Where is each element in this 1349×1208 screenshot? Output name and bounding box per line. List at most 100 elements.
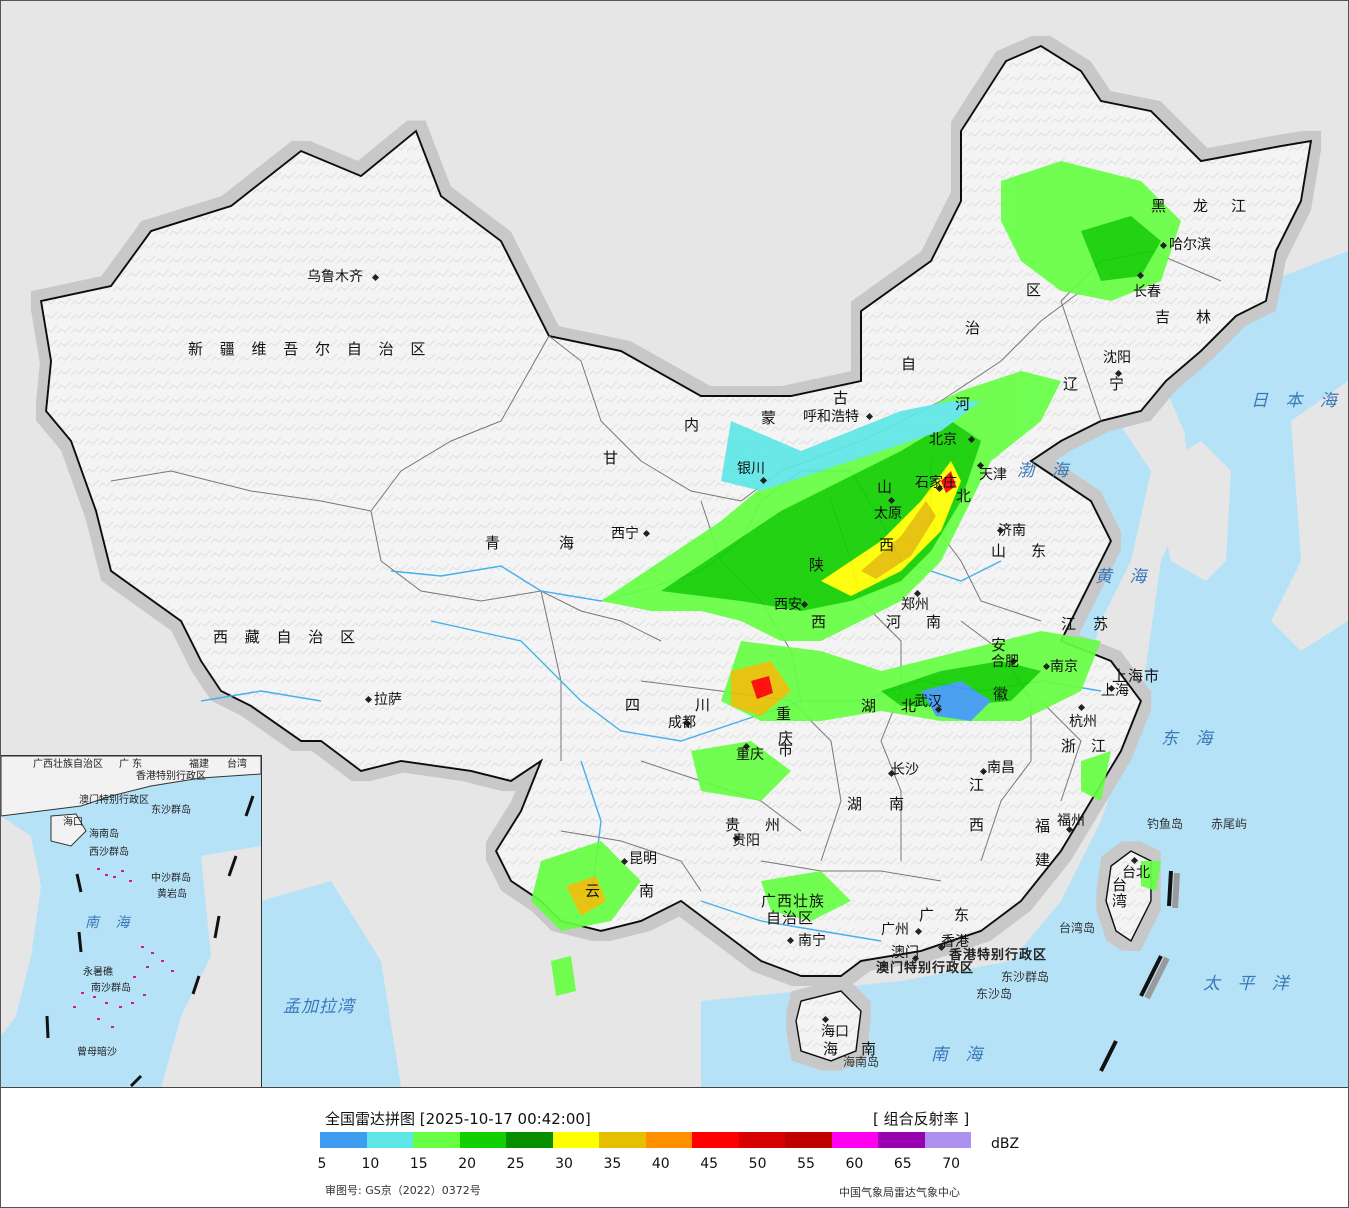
city-label-yinchuan: 银川: [737, 461, 765, 477]
color-scale-tick-label: 50: [748, 1156, 767, 1172]
province-label-qu: 区: [1026, 281, 1048, 299]
province-label-he-hebei: 河: [955, 395, 977, 413]
province-label-yun: 云: [585, 882, 607, 900]
color-scale-tick-label: 70: [942, 1156, 961, 1172]
color-swatch: [459, 1132, 506, 1148]
province-label-hai: 海: [559, 534, 581, 552]
province-label-lin: 林: [1196, 308, 1218, 326]
legend-product: [ 组合反射率 ]: [873, 1110, 970, 1128]
province-label-nei: 内: [684, 416, 706, 434]
color-scale-tick-label: 5: [317, 1156, 327, 1172]
radar-map: 新 疆 维 吾 尔 自 治 区 西 藏 自 治 区 青 海 甘 内 蒙 古 自 …: [1, 1, 1348, 1088]
city-label-wuhan: 武汉: [914, 694, 942, 710]
city-label-hohhot: 呼和浩特: [803, 409, 859, 425]
province-boundaries: [110, 250, 1222, 892]
province-label-si: 四: [625, 696, 647, 714]
city-label-changsha: 长沙: [891, 762, 919, 778]
province-label-jian: 建: [1035, 851, 1057, 869]
province-label-xi-sx: 西: [879, 536, 901, 554]
city-label-nanning: 南宁: [798, 933, 826, 949]
island-label-dongsha-qundao: 东沙群岛: [1001, 970, 1050, 984]
sea-label-bengal: 孟加拉湾: [283, 997, 355, 1017]
inset-label-haikou: 海口: [63, 817, 83, 828]
echo-taiwan: [1141, 861, 1161, 891]
legend-panel: 全国雷达拼图 [2025-10-17 00:42:00] [ 组合反射率 ] d…: [1, 1088, 1348, 1207]
city-label-kunming: 昆明: [629, 851, 657, 867]
color-swatch: [738, 1132, 785, 1148]
color-scale-tick-label: 55: [797, 1156, 815, 1172]
province-label-gan: 甘: [603, 449, 625, 467]
echo-chongqing-15dbz: [691, 741, 791, 801]
color-swatch: [366, 1132, 413, 1148]
sea-label-pacific: 太 平 洋: [1203, 974, 1295, 994]
province-label-hui: 徽: [993, 685, 1015, 703]
province-label-ning: 宁: [1109, 375, 1131, 393]
city-label-fuzhou: 福州: [1057, 813, 1085, 829]
echo-35dbz: [861, 501, 936, 579]
color-swatch: [506, 1132, 553, 1148]
province-label-nan-hunan: 南: [889, 795, 911, 813]
province-label-hu-hunan: 湖: [847, 795, 869, 813]
province-label-shan-sx: 山: [877, 478, 899, 496]
province-label-xi-shaan: 西: [811, 613, 833, 631]
color-scale-tick-label: 65: [893, 1156, 912, 1172]
china-mainland: [39, 44, 1313, 1062]
korea-land: [1151, 441, 1231, 581]
province-label-nan-henan: 南: [926, 613, 948, 631]
city-label-zhengzhou: 郑州: [901, 597, 929, 613]
color-scale-tick-label: 30: [555, 1156, 573, 1172]
inset-label-guangxi: 广西壮族自治区: [33, 759, 103, 770]
color-scale-tick-label: 60: [845, 1156, 864, 1172]
province-label-fu: 福: [1035, 817, 1057, 835]
inset-label-macau: 澳门特别行政区: [79, 795, 149, 806]
color-swatch: [785, 1132, 832, 1148]
island-label-diaoyu: 钓鱼岛: [1147, 817, 1184, 831]
province-label-su: 苏: [1093, 615, 1115, 633]
color-scale-tick-label: 45: [700, 1156, 719, 1172]
city-label-lhasa: 拉萨: [374, 692, 402, 708]
south-china-sea-inset: 广西壮族自治区 广 东 福建 台湾 香港特别行政区 澳门特别行政区 东沙群岛 海…: [1, 755, 262, 1087]
province-label-he-henan: 河: [886, 613, 908, 631]
province-label-gui: 贵: [725, 816, 747, 834]
echo-sichuan-45dbz: [751, 676, 773, 699]
island-label-chiwei: 赤尾屿: [1211, 817, 1248, 831]
city-label-nanjing: 南京: [1050, 659, 1078, 675]
province-label-qing: 青: [485, 534, 507, 552]
label-macau-sar: 澳门特别行政区: [876, 961, 975, 976]
sea-label-bohai: 渤 海: [1017, 461, 1075, 481]
province-label-guangxi-2: 自治区: [766, 909, 815, 927]
inset-label-south-sea: 南 海: [85, 915, 136, 931]
province-label-taiwan: 台湾: [1110, 877, 1128, 909]
city-label-taipei: 台北: [1122, 865, 1150, 881]
island-label-hainan: 海南岛: [843, 1055, 880, 1069]
bay-of-bengal: [261, 881, 401, 1087]
city-label-xining: 西宁: [611, 526, 639, 542]
color-scale-bar: [320, 1132, 971, 1148]
city-label-harbin: 哈尔滨: [1169, 237, 1211, 253]
color-swatch: [645, 1132, 692, 1148]
province-label-shan-sd: 山: [991, 542, 1013, 560]
province-label-qing-cq: 庆: [778, 729, 800, 747]
province-label-chuan: 川: [695, 696, 717, 714]
inset-label-dongsha: 东沙群岛: [151, 805, 191, 816]
city-label-guangzhou: 广州: [881, 922, 909, 938]
inset-label-nansha: 南沙群岛: [91, 983, 131, 994]
city-label-chengdu: 成都: [668, 715, 696, 731]
city-label-nanchang: 南昌: [987, 760, 1015, 776]
province-label-zhi: 治: [965, 319, 987, 337]
province-label-hu-hubei: 湖: [861, 697, 883, 715]
color-scale-tick-label: 25: [506, 1156, 525, 1172]
inset-label-yongshu: 永暑礁: [83, 967, 113, 978]
province-label-meng: 蒙: [761, 409, 783, 427]
sea-label-east: 东 海: [1161, 729, 1219, 749]
data-source: 中国气象局雷达气象中心: [839, 1186, 960, 1199]
color-swatch: [692, 1132, 739, 1148]
province-label-gu: 古: [833, 389, 855, 407]
color-swatch: [413, 1132, 460, 1148]
city-label-hangzhou: 杭州: [1069, 714, 1097, 730]
inset-label-zengmu: 曾母暗沙: [77, 1047, 117, 1058]
province-label-jiang-zj: 江: [1091, 737, 1113, 755]
province-label-nan-hn: 南: [861, 1040, 883, 1058]
province-label-xi-jx: 西: [969, 816, 991, 834]
city-label-shenyang: 沈阳: [1103, 350, 1131, 366]
